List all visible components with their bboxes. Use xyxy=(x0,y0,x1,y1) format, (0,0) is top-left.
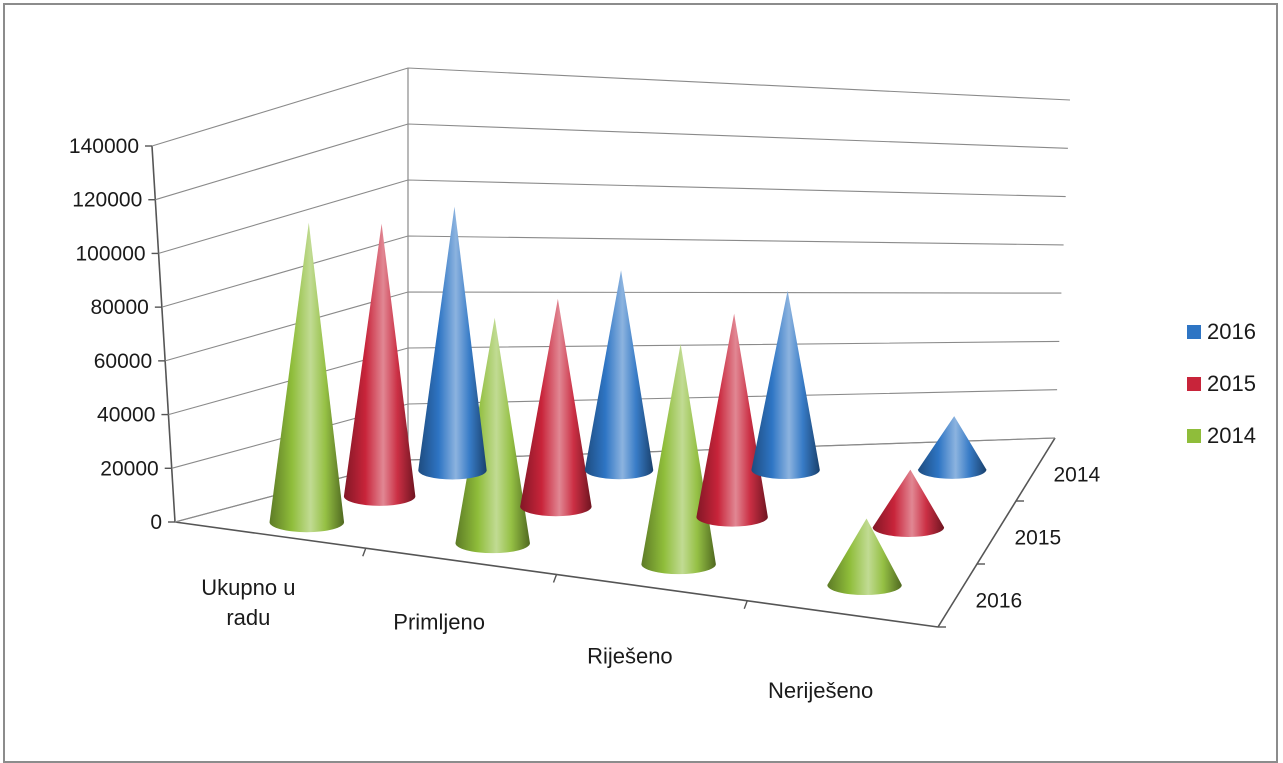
gridline xyxy=(164,291,1062,362)
y-tick-label: 60000 xyxy=(94,350,152,373)
cone-2015-1 xyxy=(520,298,592,517)
y-axis-ticks: 0 20000 40000 60000 80000 100000 120000 140000 xyxy=(69,135,175,534)
x-axis-labels: Ukupno u radu Primljeno Riješeno Neriješeno xyxy=(201,548,873,703)
y-tick-label: 20000 xyxy=(100,457,158,480)
cone-body xyxy=(641,343,716,575)
gridlines xyxy=(151,67,1071,523)
cone-2015-2 xyxy=(696,313,768,527)
cone-2016-2 xyxy=(751,290,820,480)
cone-body xyxy=(696,313,768,527)
depth-tick-label: 2015 xyxy=(1015,527,1062,550)
cone-body xyxy=(520,298,592,517)
legend-swatch xyxy=(1187,377,1201,391)
y-axis-line xyxy=(151,145,176,523)
legend-label: 2015 xyxy=(1207,371,1256,396)
y-tick-label: 120000 xyxy=(72,189,142,212)
depth-axis-labels: 2014 2015 2016 xyxy=(938,464,1101,628)
cone-body xyxy=(584,270,654,480)
y-tick-label: 40000 xyxy=(97,404,155,427)
cone-body xyxy=(918,416,987,479)
chart-walls xyxy=(151,68,1056,628)
cone-2016-0 xyxy=(418,206,487,480)
legend-swatch xyxy=(1187,429,1201,443)
cone-2014-0 xyxy=(269,222,345,533)
gridline xyxy=(151,67,1071,147)
chart-frame xyxy=(3,3,1278,763)
y-tick-label: 140000 xyxy=(69,135,139,158)
depth-tick-label: 2016 xyxy=(976,590,1023,613)
gridline xyxy=(168,340,1060,416)
x-tick-mark xyxy=(743,600,748,609)
cone-body xyxy=(751,290,820,480)
x-tick-label: radu xyxy=(226,605,270,630)
x-tick-label: Riješeno xyxy=(587,644,673,669)
x-tick-label: Ukupno u xyxy=(201,575,295,600)
gridline xyxy=(171,389,1058,469)
cone-2014-1 xyxy=(455,317,530,554)
cone-2016-1 xyxy=(584,270,654,480)
cones xyxy=(269,206,987,596)
legend-swatch xyxy=(1187,325,1201,339)
x-tick-label: Neriješeno xyxy=(768,678,873,703)
depth-axis-line xyxy=(937,437,1056,628)
cone-body xyxy=(343,223,416,506)
y-tick-label: 100000 xyxy=(75,242,145,265)
cone-body xyxy=(827,518,902,596)
legend: 2016 2015 2014 xyxy=(1187,319,1256,448)
cone-2016-3 xyxy=(918,416,987,479)
depth-tick-label: 2014 xyxy=(1054,464,1101,487)
cone-body xyxy=(418,206,487,480)
x-tick-mark xyxy=(552,574,558,583)
legend-label: 2016 xyxy=(1207,319,1256,344)
legend-item-2016: 2016 xyxy=(1187,319,1256,344)
gridline xyxy=(161,235,1064,308)
cone-2014-2 xyxy=(641,343,716,575)
cone-2014-3 xyxy=(827,518,902,596)
x-tick-label: Primljeno xyxy=(393,609,485,634)
legend-label: 2014 xyxy=(1207,423,1256,448)
y-tick-label: 0 xyxy=(150,511,162,534)
cone-2015-0 xyxy=(343,223,416,506)
legend-item-2015: 2015 xyxy=(1187,371,1256,396)
legend-item-2014: 2014 xyxy=(1187,423,1256,448)
cone-body xyxy=(455,317,530,554)
x-tick-mark xyxy=(362,548,367,557)
cone-body xyxy=(269,222,345,533)
cone-2015-3 xyxy=(872,469,945,537)
cone-body xyxy=(872,469,945,537)
gridline xyxy=(158,179,1066,254)
gridline xyxy=(155,123,1068,201)
y-tick-label: 80000 xyxy=(90,296,148,319)
